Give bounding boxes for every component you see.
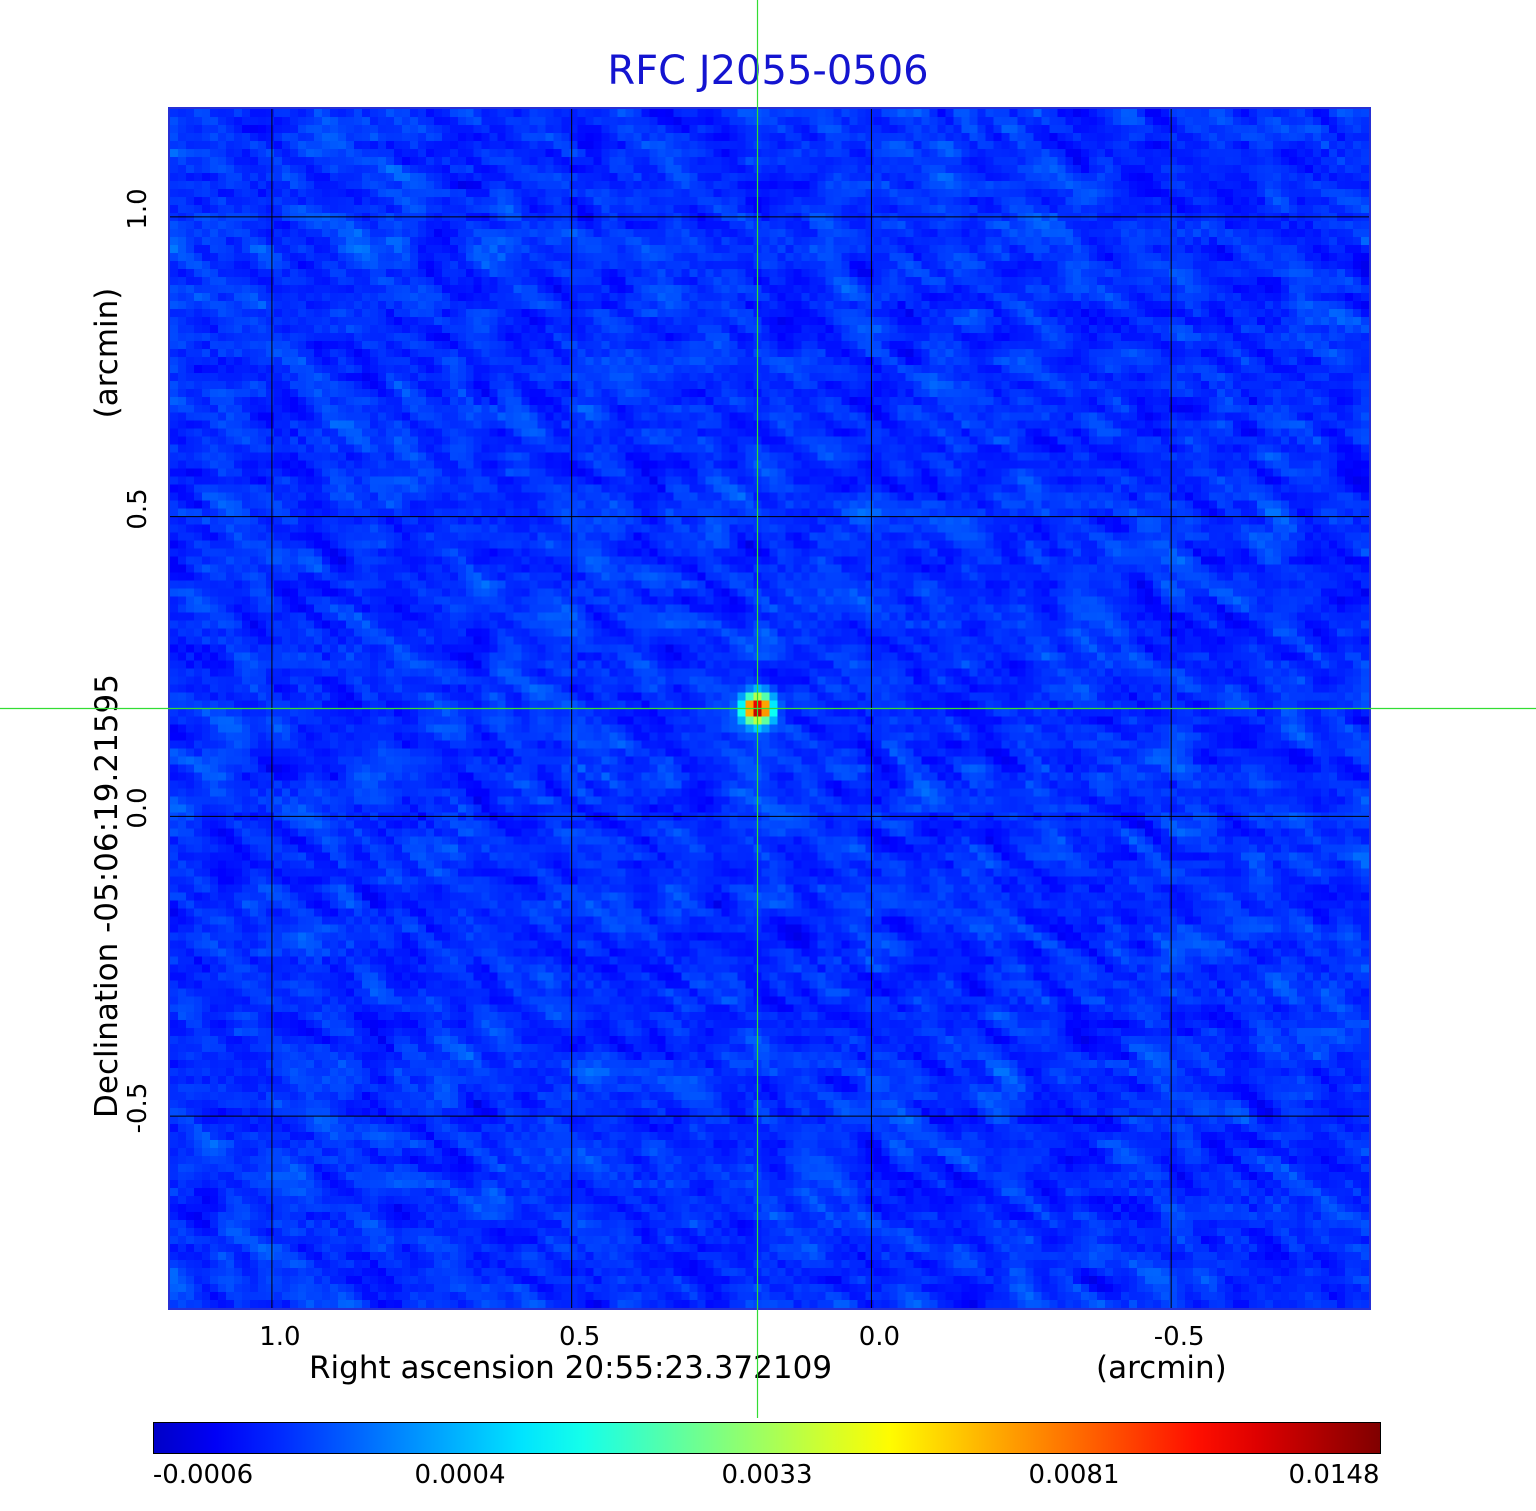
y-tick-label: 1.0	[123, 188, 153, 230]
y-axis-label: Declination -05:06:19.21595	[89, 674, 125, 1118]
colorbar-tick-label: 0.0033	[721, 1460, 813, 1490]
colorbar-tick-label: 0.0148	[1288, 1460, 1380, 1490]
y-tick-label: -0.5	[123, 1082, 153, 1134]
coordinate-grid	[170, 109, 1369, 1308]
colorbar-tick-label: 0.0081	[1028, 1460, 1120, 1490]
x-tick-label: -0.5	[1153, 1322, 1205, 1352]
x-tick-label: 0.5	[558, 1322, 601, 1352]
x-axis-label: Right ascension 20:55:23.372109	[309, 1350, 833, 1386]
chart-title: RFC J2055-0506	[607, 48, 929, 94]
x-tick-label: 1.0	[259, 1322, 301, 1352]
y-tick-label: 0.5	[123, 487, 153, 530]
colorbar	[153, 1422, 1381, 1454]
image-plot-area[interactable]	[168, 107, 1371, 1310]
y-axis-unit: (arcmin)	[89, 287, 125, 419]
x-tick-label: 0.0	[858, 1322, 901, 1352]
colorbar-tick-label: -0.0006	[152, 1460, 254, 1490]
y-tick-label: 0.0	[123, 787, 153, 830]
colorbar-tick-label: 0.0004	[414, 1460, 506, 1490]
x-axis-unit: (arcmin)	[1096, 1350, 1227, 1386]
